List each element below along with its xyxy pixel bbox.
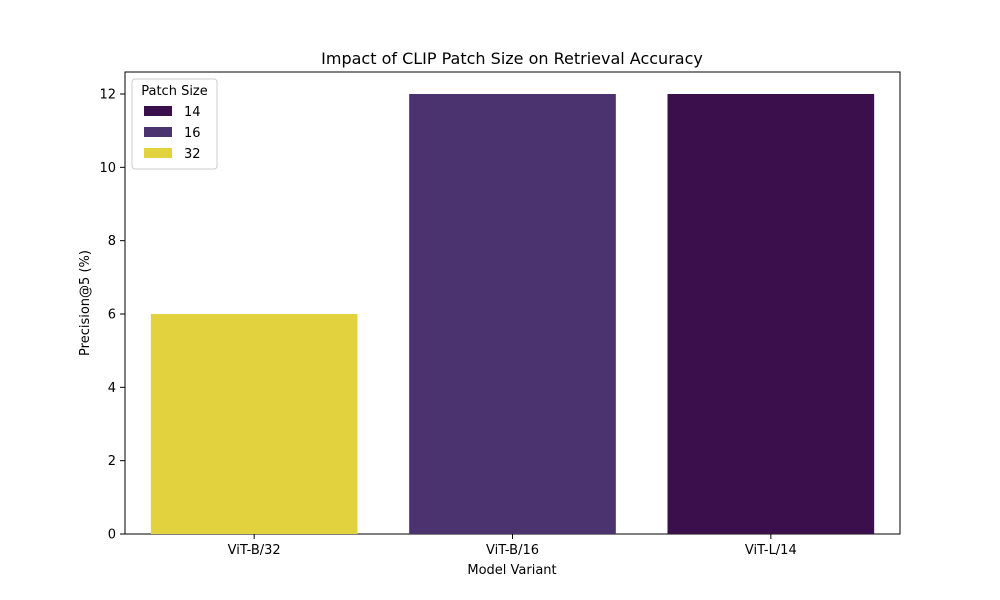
y-tick-label: 2 [108,454,116,469]
y-tick-label: 10 [99,161,116,176]
x-tick-label: ViT-B/32 [228,543,281,558]
legend-swatch-16 [144,127,172,137]
legend-label-32: 32 [184,147,201,162]
y-tick-label: 8 [108,234,116,249]
legend-label-14: 14 [184,105,201,120]
legend-swatch-14 [144,106,172,116]
y-tick-label: 6 [108,308,116,323]
chart-title: Impact of CLIP Patch Size on Retrieval A… [321,49,703,68]
y-axis: 0 2 4 6 8 10 12 [99,88,125,543]
legend: Patch Size 14 16 32 [131,78,218,170]
legend-box [131,78,218,170]
x-tick-label: ViT-B/16 [486,543,539,558]
y-tick-label: 0 [108,528,116,543]
legend-swatch-32 [144,148,172,158]
x-axis: ViT-B/32 ViT-B/16 ViT-L/14 [228,534,797,558]
bar-vit-l-14 [667,94,875,534]
x-axis-label: Model Variant [467,563,556,578]
bars [150,94,875,534]
bar-vit-b-16 [409,94,616,534]
x-tick-label: ViT-L/14 [745,543,797,558]
y-tick-label: 12 [99,88,116,103]
bar-vit-b-32 [150,314,358,534]
legend-label-16: 16 [184,126,201,141]
legend-title: Patch Size [141,84,208,99]
y-axis-label: Precision@5 (%) [78,250,93,356]
y-tick-label: 4 [108,381,116,396]
